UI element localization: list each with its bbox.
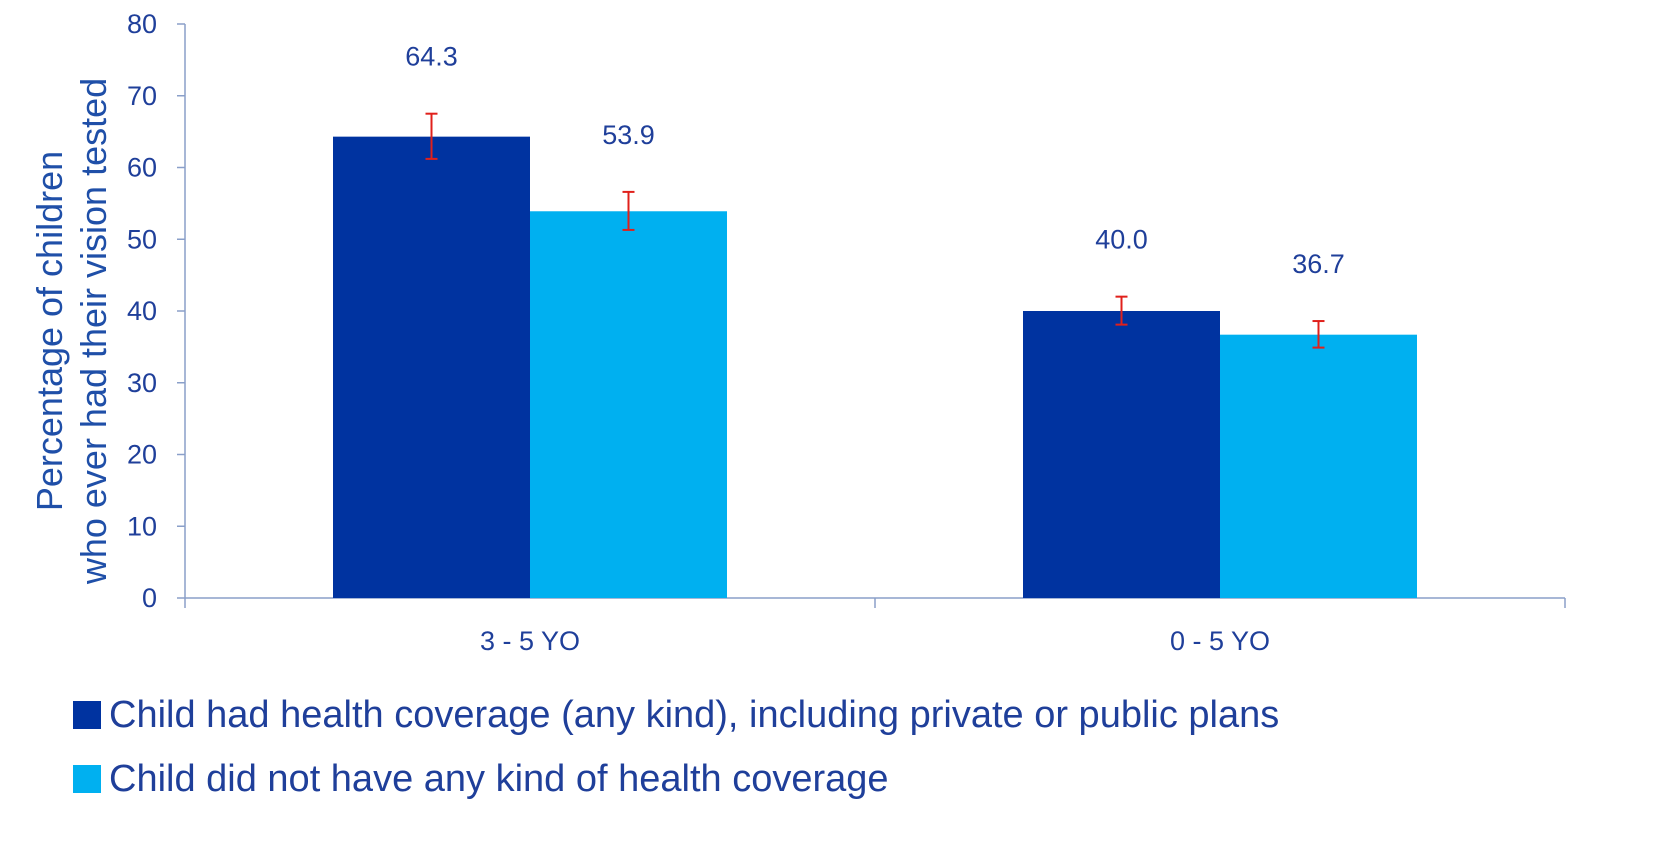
data-labels: 64.3 53.9 40.0 36.7	[405, 42, 1345, 279]
y-tick-label: 40	[127, 296, 157, 326]
error-bar	[622, 190, 635, 231]
data-label: 36.7	[1292, 249, 1345, 279]
bars	[333, 136, 1417, 598]
y-tick-label: 20	[127, 440, 157, 470]
y-tick-label: 80	[127, 9, 157, 39]
x-category-label: 3 - 5 YO	[480, 626, 580, 656]
legend-swatch-no-coverage	[73, 765, 101, 793]
y-axis-title-line: Percentage of children	[29, 151, 70, 511]
bar	[1220, 334, 1417, 598]
error-bar	[425, 112, 438, 160]
y-axis-title: Percentage of children who ever had their…	[29, 78, 114, 585]
legend-label-coverage: Child had health coverage (any kind), in…	[109, 693, 1280, 736]
error-bar	[1312, 320, 1325, 349]
error-bar	[1115, 295, 1128, 326]
bar	[530, 211, 727, 598]
data-label: 53.9	[602, 120, 655, 150]
y-tick-label: 30	[127, 368, 157, 398]
y-tick-label: 50	[127, 224, 157, 254]
y-tick-label: 70	[127, 81, 157, 111]
x-axis-categories: 3 - 5 YO 0 - 5 YO	[480, 626, 1270, 656]
legend-item-coverage: Child had health coverage (any kind), in…	[73, 683, 1279, 747]
y-tick-label: 60	[127, 153, 157, 183]
bar	[1023, 311, 1220, 598]
legend-item-no-coverage: Child did not have any kind of health co…	[73, 747, 1279, 811]
y-axis-ticks: 0 10 20 30 40 50 60 70 80	[127, 9, 185, 613]
legend: Child had health coverage (any kind), in…	[73, 683, 1279, 811]
y-tick-label: 0	[142, 583, 157, 613]
legend-label-no-coverage: Child did not have any kind of health co…	[109, 757, 889, 800]
bar-chart: Percentage of children who ever had their…	[29, 9, 1566, 656]
error-bars	[425, 112, 1325, 349]
bar	[333, 136, 530, 598]
data-label: 64.3	[405, 42, 458, 72]
legend-swatch-coverage	[73, 701, 101, 729]
data-label: 40.0	[1095, 225, 1148, 255]
x-category-label: 0 - 5 YO	[1170, 626, 1270, 656]
y-axis-title-line: who ever had their vision tested	[73, 78, 114, 585]
y-tick-label: 10	[127, 511, 157, 541]
